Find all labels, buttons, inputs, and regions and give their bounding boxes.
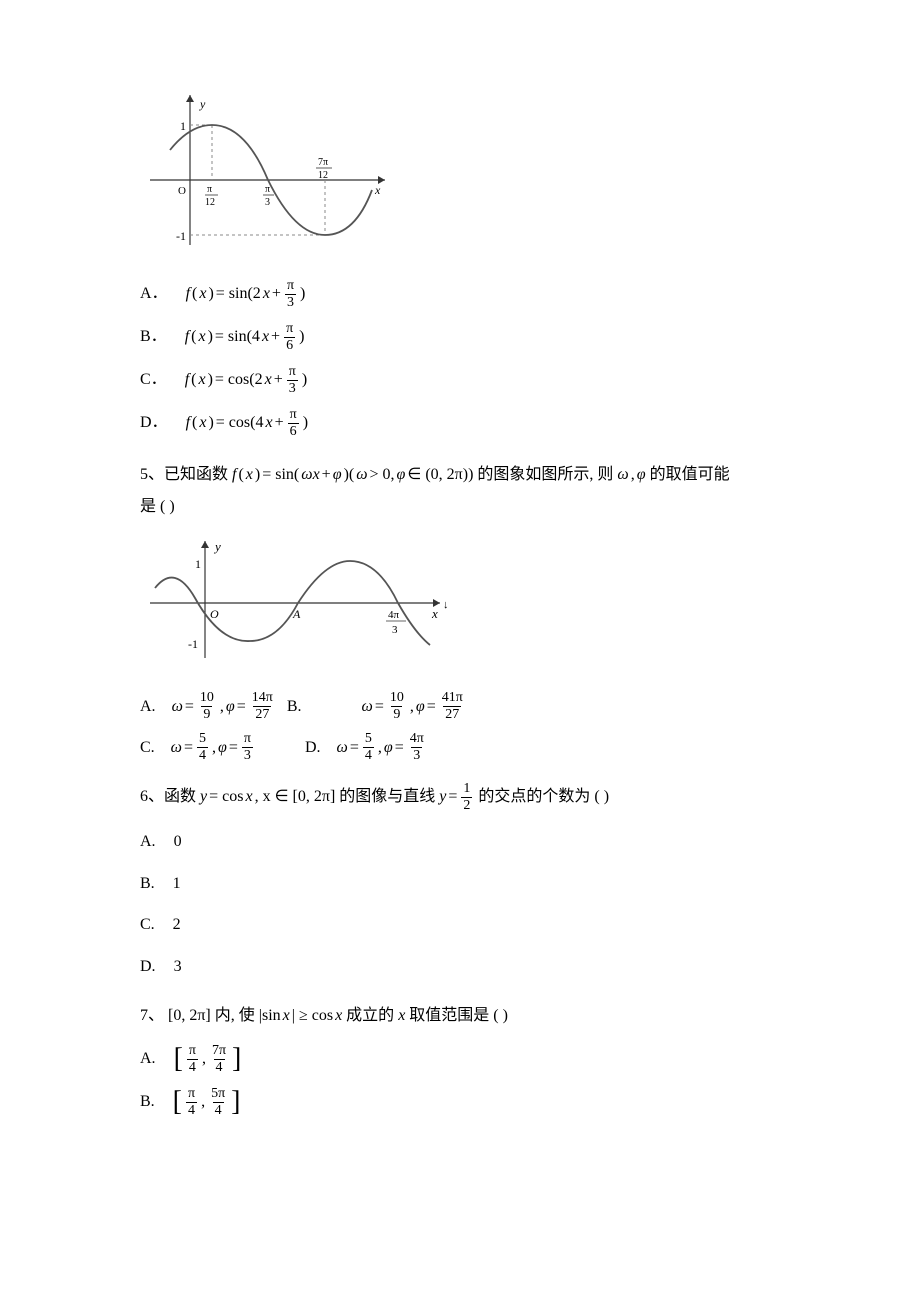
svg-text:-1: -1 [176, 229, 186, 243]
q5-suffix: 的取值可能 [650, 466, 730, 483]
svg-text:x: x [431, 606, 438, 621]
option-label: D. [140, 954, 156, 980]
svg-text:3: 3 [265, 197, 270, 208]
q5-graph: y x ↓ O 1 -1 A 4π 3 [150, 533, 780, 672]
option-math: ω = 109, φ = 14π27 [172, 691, 277, 722]
q7-question: 7、 [0, 2π] 内, 使 |sin x| ≥ cos x 成立的 x 取值… [140, 1000, 780, 1032]
q6-option-d: D. 3 [140, 954, 780, 980]
q7-option-a: A. [ π4, 7π4 ] [140, 1044, 780, 1075]
svg-text:7π: 7π [318, 157, 328, 168]
option-label: B. [140, 871, 155, 897]
option-label: A. [140, 694, 156, 720]
option-math: f(x) = sin(4x + π6) [185, 322, 305, 353]
svg-text:1: 1 [180, 119, 186, 133]
q7-domain: [0, 2π] [168, 1000, 211, 1032]
q4-option-a: A． f(x) = sin(2x + π3) [140, 279, 780, 310]
option-label: D. [305, 735, 321, 761]
sine-graph-1: y x O 1 -1 π 12 π 3 7π 12 [150, 90, 390, 250]
svg-text:1: 1 [195, 557, 201, 571]
q6-option-a: A. 0 [140, 829, 780, 855]
svg-text:x: x [374, 183, 381, 197]
option-math: f(x) = sin(2x + π3) [186, 279, 306, 310]
svg-text:π: π [207, 184, 212, 195]
svg-text:3: 3 [392, 624, 398, 636]
q7-middle: 内, 使 [215, 1007, 255, 1024]
option-math: f(x) = cos(2x + π3) [185, 365, 307, 396]
q5-prefix: 5、已知函数 [140, 466, 232, 483]
option-label: B. [287, 694, 302, 720]
q6-question: 6、函数 y = cos x, x ∈ [0, 2π] 的图像与直线 y = 1… [140, 781, 780, 813]
q7-ineq: |sin x| ≥ cos x [259, 1000, 342, 1032]
option-math: ω = 54, φ = π3 [171, 732, 255, 763]
svg-text:-1: -1 [188, 637, 198, 651]
q5-vars: ω, φ [617, 459, 645, 491]
svg-text:y: y [199, 97, 206, 111]
option-math: ω = 109, φ = 41π27 [362, 691, 467, 722]
q4-option-d: D． f(x) = cos(4x + π6) [140, 408, 780, 439]
svg-text:4π: 4π [388, 609, 400, 621]
q6-option-c: C. 2 [140, 912, 780, 938]
option-label: B． [140, 324, 167, 350]
q6-middle: 的图像与直线 [339, 788, 439, 805]
option-label: D． [140, 410, 168, 436]
svg-text:O: O [210, 607, 219, 621]
option-value: 3 [174, 954, 182, 980]
svg-text:y: y [213, 539, 221, 554]
svg-text:π: π [265, 184, 270, 195]
q5-option-d: D. ω = 54, φ = 4π3 [305, 732, 428, 763]
q6-func: y = cos x, x ∈ [0, 2π] [200, 781, 335, 813]
sine-graph-2: y x ↓ O 1 -1 A 4π 3 [150, 533, 450, 663]
option-interval: [ π4, 5π4 ] [173, 1087, 241, 1118]
q5-middle: 的图象如图所示, 则 [477, 466, 613, 483]
option-label: C． [140, 367, 167, 393]
svg-text:A: A [292, 607, 301, 621]
option-label: A. [140, 829, 156, 855]
option-value: 0 [174, 829, 182, 855]
q6-option-b: B. 1 [140, 871, 780, 897]
option-math: f(x) = cos(4x + π6) [186, 408, 308, 439]
q5-row-2: C. ω = 54, φ = π3 D. ω = 54, φ = 4π3 [140, 732, 780, 763]
q5-line2: 是 ( ) [140, 498, 175, 515]
q4-graph: y x O 1 -1 π 12 π 3 7π 12 [150, 90, 780, 259]
q4-options: A． f(x) = sin(2x + π3) B． f(x) = sin(4x … [140, 279, 780, 439]
q6-line: y = 12 [439, 781, 474, 813]
q5-option-b: ω = 109, φ = 41π27 [362, 691, 467, 722]
option-value: 2 [173, 912, 181, 938]
q5-row-1: A. ω = 109, φ = 14π27 B. ω = 109, φ = 41… [140, 691, 780, 722]
option-label: C. [140, 735, 155, 761]
svg-text:O: O [178, 185, 186, 197]
option-label: C. [140, 912, 155, 938]
svg-text:↓: ↓ [443, 599, 449, 611]
q4-option-b: B． f(x) = sin(4x + π6) [140, 322, 780, 353]
option-label: A． [140, 281, 168, 307]
q4-option-c: C． f(x) = cos(2x + π3) [140, 365, 780, 396]
option-label: B. [140, 1089, 155, 1115]
q5-func: f(x) = sin(ωx + φ)(ω > 0, φ ∈ (0, 2π)) [232, 459, 473, 491]
q7-option-b: B. [ π4, 5π4 ] [140, 1087, 780, 1118]
q5-option-c: C. ω = 54, φ = π3 [140, 732, 255, 763]
q5-question: 5、已知函数 f(x) = sin(ωx + φ)(ω > 0, φ ∈ (0,… [140, 459, 780, 523]
q6-options: A. 0 B. 1 C. 2 D. 3 [140, 829, 780, 979]
q7-suffix: 成立的 x 取值范围是 ( ) [346, 1007, 508, 1024]
q6-suffix: 的交点的个数为 ( ) [478, 788, 609, 805]
option-label: A. [140, 1046, 156, 1072]
svg-text:12: 12 [205, 197, 215, 208]
q7-prefix: 7、 [140, 1007, 164, 1024]
q5-options: A. ω = 109, φ = 14π27 B. ω = 109, φ = 41… [140, 691, 780, 763]
svg-text:12: 12 [318, 170, 328, 181]
option-value: 1 [173, 871, 181, 897]
q5-option-a: A. ω = 109, φ = 14π27 B. [140, 691, 312, 722]
option-math: ω = 54, φ = 4π3 [337, 732, 428, 763]
q7-options: A. [ π4, 7π4 ] B. [ π4, 5π4 ] [140, 1044, 780, 1118]
option-interval: [ π4, 7π4 ] [174, 1044, 242, 1075]
q6-prefix: 6、函数 [140, 788, 200, 805]
